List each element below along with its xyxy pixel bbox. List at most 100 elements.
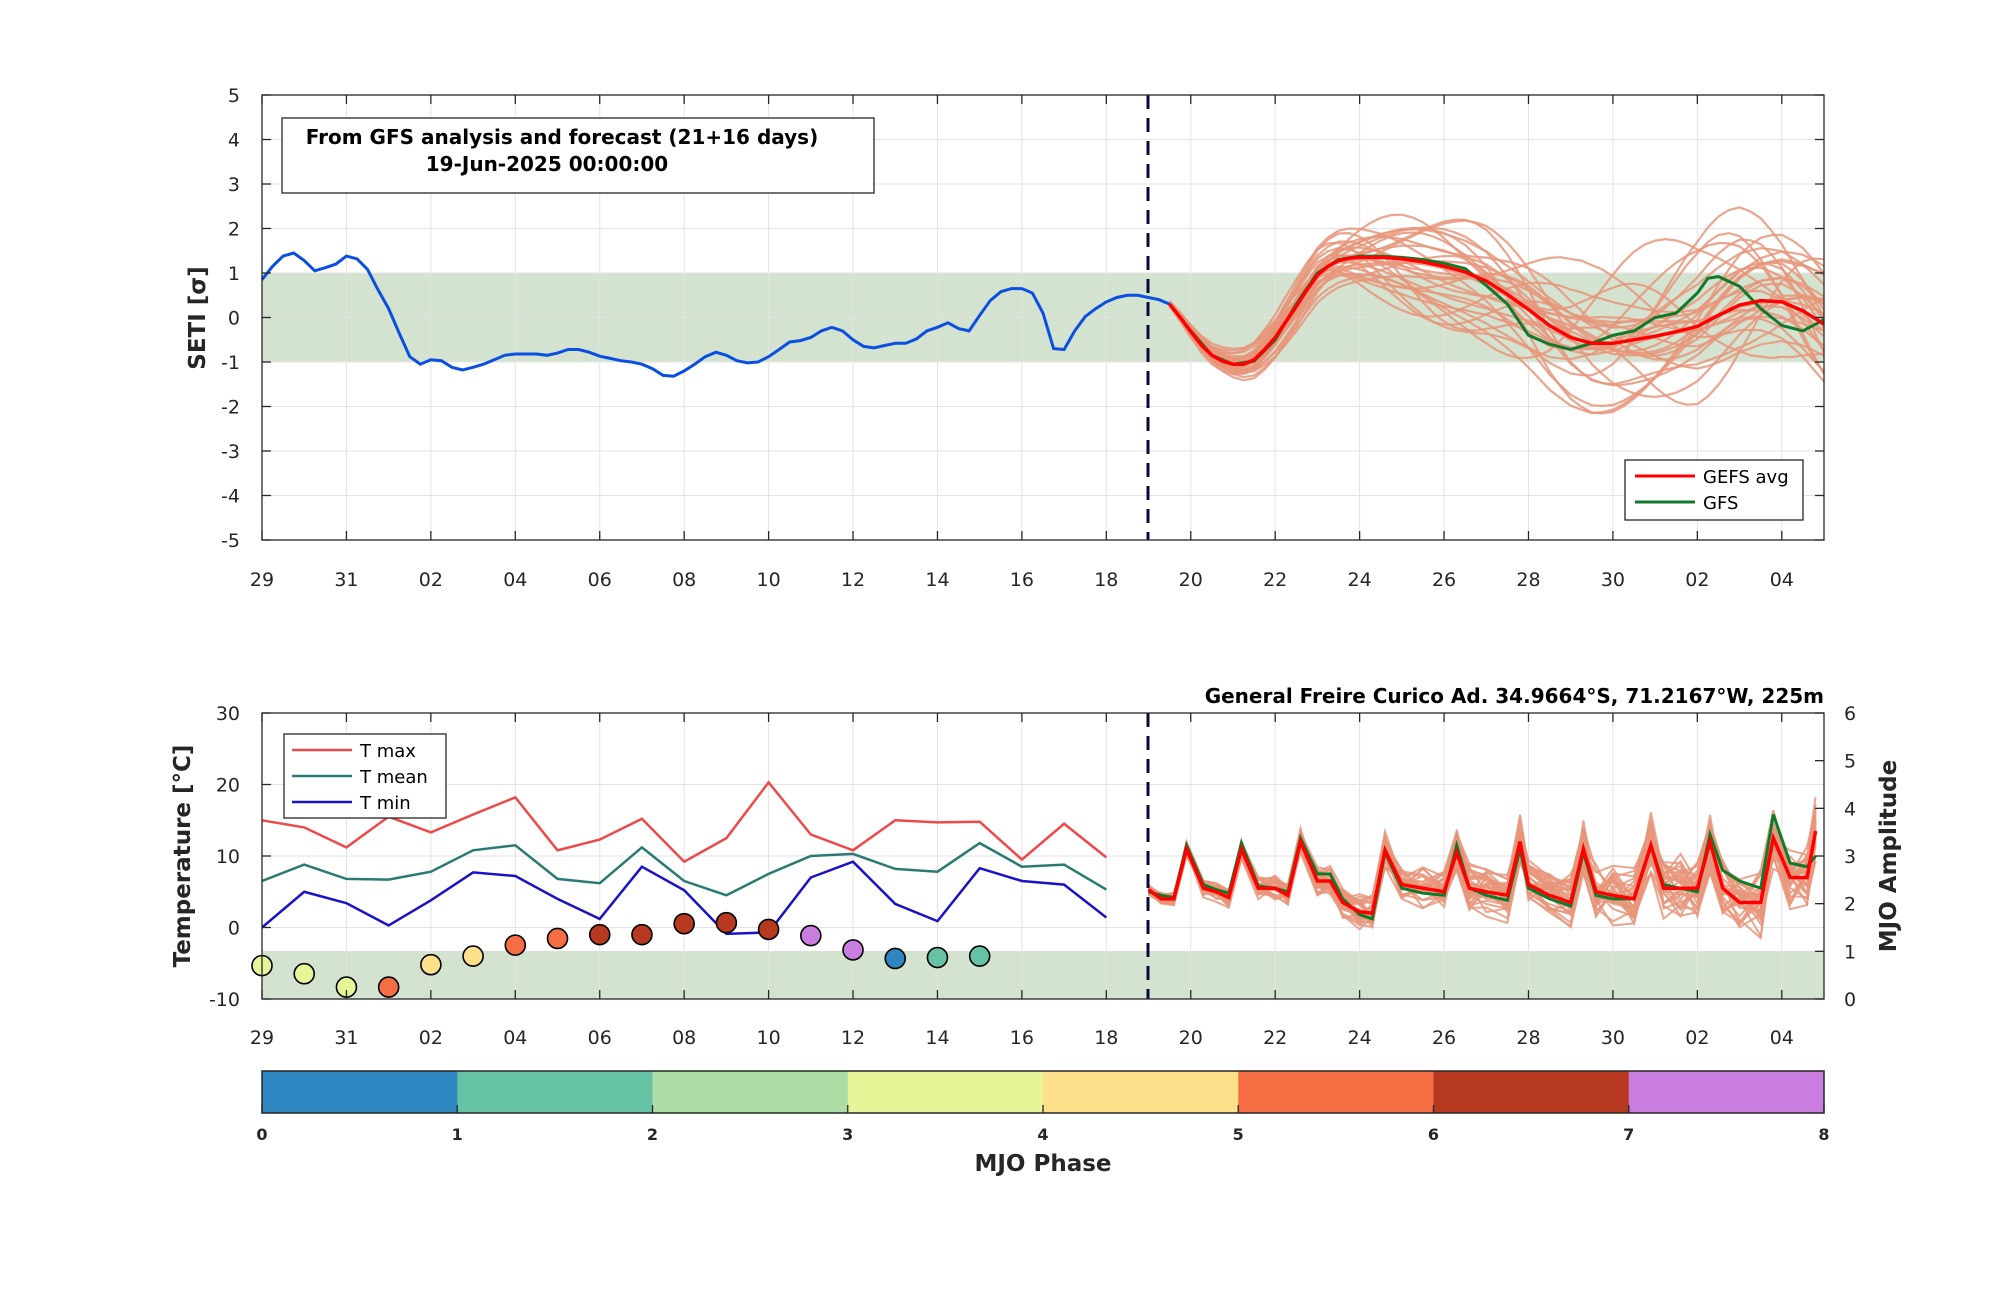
mjo-point [462,945,484,967]
seti-x-tick-label: 08 [672,569,696,591]
seti-x-tick-label: 20 [1179,569,1203,591]
mjo-point [377,976,400,998]
mjo-point [884,947,907,970]
temperature-x-tick-label: 30 [1601,1027,1625,1049]
seti-y-tick-label: -2 [221,397,240,419]
seti-x-tick-label: 10 [757,569,781,591]
mjo-point [588,923,611,946]
mjo-amplitude-axis-label: MJO Amplitude [1876,760,1902,952]
colorbar-cell [652,1071,849,1113]
seti-ensemble-member [1168,241,1825,375]
info-box-line-2: 19-Jun-2025 00:00:00 [426,152,668,176]
seti-x-tick-label: 02 [1685,569,1709,591]
seti-x-tick-label: 30 [1601,569,1625,591]
seti-x-tick-label: 29 [250,569,274,591]
seti-x-tick-label: 26 [1432,569,1456,591]
seti-analysis-line [260,251,1171,378]
colorbar-tick-label: 2 [647,1125,658,1144]
legend-t-mean-label: T mean [359,767,428,788]
temperature-x-tick-label: 28 [1516,1027,1540,1049]
mjo-point [673,912,695,935]
mjo-point [926,946,949,969]
mjo-point [504,934,527,956]
legend-t-max-label: T max [359,741,416,762]
seti-y-tick-label: 0 [228,308,240,330]
seti-y-tick-label: -3 [221,441,240,463]
seti-x-tick-label: 04 [1770,569,1794,591]
mjo-amplitude-tick-label: 3 [1844,846,1856,868]
temperature-ticks: 29 31 02 04 06 08 10 12 14 16 18 20 22 24 26 28 30 02 0430… [209,703,1856,1049]
mjo-amplitude-tick-label: 4 [1844,798,1856,820]
temperature-x-tick-label: 10 [757,1027,781,1049]
seti-ensemble-member [1168,206,1825,377]
seti-x-tick-label: 04 [503,569,527,591]
colorbar-tick-label: 8 [1818,1125,1829,1144]
temperature-y-tick-label: 0 [228,918,240,940]
seti-x-tick-label: 22 [1263,569,1287,591]
seti-y-tick-label: 1 [228,263,240,285]
colorbar-cell [847,1071,1044,1113]
temperature-y-axis-label: Temperature [°C] [170,745,196,968]
mjo-amplitude-tick-label: 1 [1844,941,1856,963]
colorbar-label: MJO Phase [974,1151,1111,1177]
mjo-point [842,939,864,961]
seti-x-tick-label: 31 [334,569,358,591]
mjo-point [420,953,442,976]
temperature-y-tick-label: 10 [216,846,240,868]
seti-x-tick-label: 28 [1516,569,1540,591]
seti-y-tick-label: 5 [228,85,240,107]
mjo-amplitude-tick-label: 6 [1844,703,1856,725]
temperature-x-tick-label: 18 [1094,1027,1118,1049]
colorbar-cell [1238,1071,1434,1113]
temperature-x-tick-label: 16 [1010,1027,1034,1049]
colorbar-ticks: 0 1 2 3 4 5 6 7 8 [256,1105,1830,1144]
mjo-point [715,911,738,934]
colorbar-cell [1433,1071,1630,1113]
colorbar-tick-label: 1 [452,1125,463,1144]
temperature-y-tick-label: -10 [209,989,240,1011]
mjo-amplitude-tick-label: 0 [1844,989,1856,1011]
temperature-gefs-avg-line [1147,830,1818,916]
colorbar-tick-label: 3 [842,1125,853,1144]
mjo-amplitude-tick-label: 5 [1844,751,1856,773]
seti-y-tick-label: 4 [228,130,240,152]
seti-y-tick-label: 2 [228,219,240,241]
t-min-line [261,860,1108,936]
temperature-x-tick-label: 31 [334,1027,358,1049]
colorbar-tick-label: 6 [1428,1125,1439,1144]
colorbar-tick-label: 4 [1037,1125,1048,1144]
info-box-line-1: From GFS analysis and forecast (21+16 da… [306,125,818,149]
seti-ticks: 29 31 02 04 06 08 10 12 14 16 18 20 22 24 26 28 30 02 0454… [221,85,1824,591]
station-title: General Freire Curico Ad. 34.9664°S, 71.… [1205,684,1824,708]
seti-y-tick-label: -1 [221,352,240,374]
temperature-x-tick-label: 02 [419,1027,443,1049]
temperature-x-tick-label: 04 [1770,1027,1794,1049]
seti-x-tick-label: 24 [1348,569,1372,591]
mjo-point [800,924,822,947]
seti-x-tick-label: 14 [925,569,949,591]
seti-legend: GEFS avg GFS [1624,459,1804,521]
colorbar-tick-label: 5 [1233,1125,1244,1144]
colorbar-tick-label: 7 [1623,1125,1634,1144]
colorbar-cells [262,1071,1825,1113]
mjo-phase-colorbar: 0 1 2 3 4 5 6 7 8 MJO Phase [256,1070,1830,1177]
seti-x-tick-label: 12 [841,569,865,591]
t-max-line [261,780,1108,864]
colorbar-cell [262,1071,458,1113]
temperature-y-tick-label: 20 [216,775,240,797]
temperature-x-tick-label: 06 [588,1027,612,1049]
seti-y-tick-label: -5 [221,530,240,552]
mjo-amplitude-band [262,951,1824,999]
mjo-point [546,927,569,950]
temperature-x-tick-label: 02 [1685,1027,1709,1049]
legend-t-min-label: T min [359,793,411,814]
seti-x-tick-label: 06 [588,569,612,591]
seti-x-tick-label: 18 [1094,569,1118,591]
temperature-x-tick-label: 04 [503,1027,527,1049]
colorbar-cell [1628,1071,1825,1113]
temperature-ensemble-member [1147,834,1817,927]
seti-ensemble-member [1168,246,1825,415]
temperature-y-tick-label: 30 [216,703,240,725]
temperature-x-tick-label: 14 [925,1027,949,1049]
